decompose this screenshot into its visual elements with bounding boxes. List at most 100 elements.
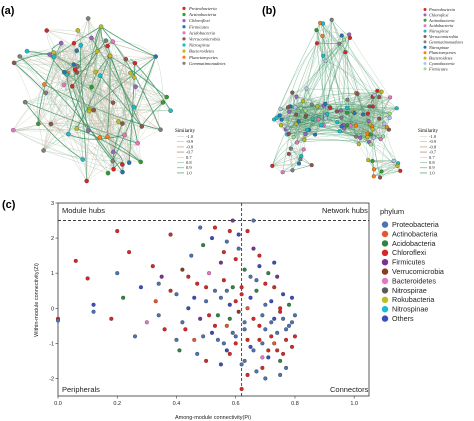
network-node xyxy=(347,35,353,40)
data-point xyxy=(287,302,292,307)
network-node xyxy=(366,119,371,124)
network-edge xyxy=(93,109,161,130)
network-edge xyxy=(60,42,101,138)
data-point xyxy=(204,299,209,304)
network-edge xyxy=(316,43,372,145)
network-edge xyxy=(107,56,156,137)
data-point xyxy=(212,323,218,328)
network-b xyxy=(270,17,403,180)
network-node xyxy=(314,41,320,46)
data-point xyxy=(242,267,247,272)
network-edge xyxy=(112,41,167,98)
legend-marker xyxy=(381,240,389,247)
network-a-legend: ProteobacteriaActinobacteriaChloroflexiF… xyxy=(182,6,226,66)
network-edge xyxy=(157,96,167,130)
network-edge xyxy=(372,129,381,178)
data-point xyxy=(233,257,238,262)
network-node xyxy=(133,84,138,90)
quadrant-module-hubs: Module hubs xyxy=(62,206,105,215)
network-edge xyxy=(141,102,164,127)
quadrant-connectors: Connectors xyxy=(330,385,369,394)
network-edge xyxy=(45,43,62,93)
network-edge xyxy=(347,34,351,126)
network-node xyxy=(126,160,132,165)
network-node xyxy=(305,127,310,132)
network-node xyxy=(160,100,166,105)
legend-label: Acidobacteria xyxy=(188,30,216,35)
data-point xyxy=(212,288,218,293)
data-point xyxy=(254,278,259,283)
network-edge xyxy=(279,92,293,116)
network-node xyxy=(368,142,373,147)
network-node xyxy=(394,106,399,111)
network-edge xyxy=(53,45,81,57)
network-edge xyxy=(14,45,108,64)
data-point xyxy=(245,229,250,234)
data-point xyxy=(251,348,256,353)
network-node xyxy=(338,108,344,113)
data-point xyxy=(195,281,200,286)
data-point xyxy=(289,320,295,325)
network-edge xyxy=(86,106,135,182)
network-node xyxy=(379,89,384,94)
network-edge xyxy=(331,19,351,39)
network-edge xyxy=(369,97,391,125)
network-edge xyxy=(26,50,167,98)
network-edge xyxy=(322,23,340,44)
data-point xyxy=(272,316,277,321)
network-edge xyxy=(13,129,125,136)
network-edge xyxy=(343,39,348,126)
legend-label: Chloroflexi xyxy=(429,12,449,17)
network-node xyxy=(342,126,347,131)
data-point xyxy=(275,330,280,335)
legend-marker xyxy=(182,37,186,41)
network-edge xyxy=(124,59,130,163)
network-node xyxy=(370,158,375,164)
network-node xyxy=(274,115,279,120)
network-node xyxy=(342,37,347,42)
data-point xyxy=(192,337,197,342)
network-node xyxy=(309,163,314,168)
network-edge xyxy=(128,86,136,163)
data-point xyxy=(221,250,226,255)
network-edge xyxy=(25,75,101,103)
network-edge xyxy=(91,37,135,108)
network-node xyxy=(51,54,57,59)
legend-label: Actinobacteria xyxy=(188,12,217,17)
network-node xyxy=(384,125,389,130)
network-node xyxy=(22,99,28,105)
network-edge xyxy=(50,123,114,170)
network-node xyxy=(43,90,49,96)
network-edge xyxy=(315,134,359,145)
data-point xyxy=(281,292,286,297)
legend-label: Bacteroidetes xyxy=(392,276,436,285)
data-point xyxy=(278,358,283,363)
network-edge xyxy=(305,116,387,128)
legend-label: Nitrospirae xyxy=(188,43,210,48)
data-point xyxy=(278,306,283,311)
network-edge xyxy=(53,52,123,124)
network-node xyxy=(290,90,295,95)
network-node xyxy=(135,141,140,146)
network-edge xyxy=(316,43,354,113)
network-edge xyxy=(97,51,135,64)
network-node xyxy=(94,49,100,54)
legend-marker xyxy=(381,221,389,228)
network-edge xyxy=(109,55,130,163)
network-edge xyxy=(370,117,390,135)
network-node xyxy=(316,117,321,122)
network-node xyxy=(116,119,121,125)
plot-area xyxy=(57,202,370,397)
network-edge xyxy=(95,56,156,73)
legend-label: Planctomycetes xyxy=(428,50,456,55)
data-point xyxy=(257,253,262,258)
network-node xyxy=(139,124,145,129)
data-point xyxy=(204,285,209,290)
network-edge xyxy=(280,108,338,123)
network-a xyxy=(11,16,173,184)
network-edge xyxy=(292,107,331,171)
network-node xyxy=(293,105,298,110)
legend-marker xyxy=(381,268,389,275)
network-edge xyxy=(272,139,305,167)
network-edge xyxy=(296,106,373,143)
